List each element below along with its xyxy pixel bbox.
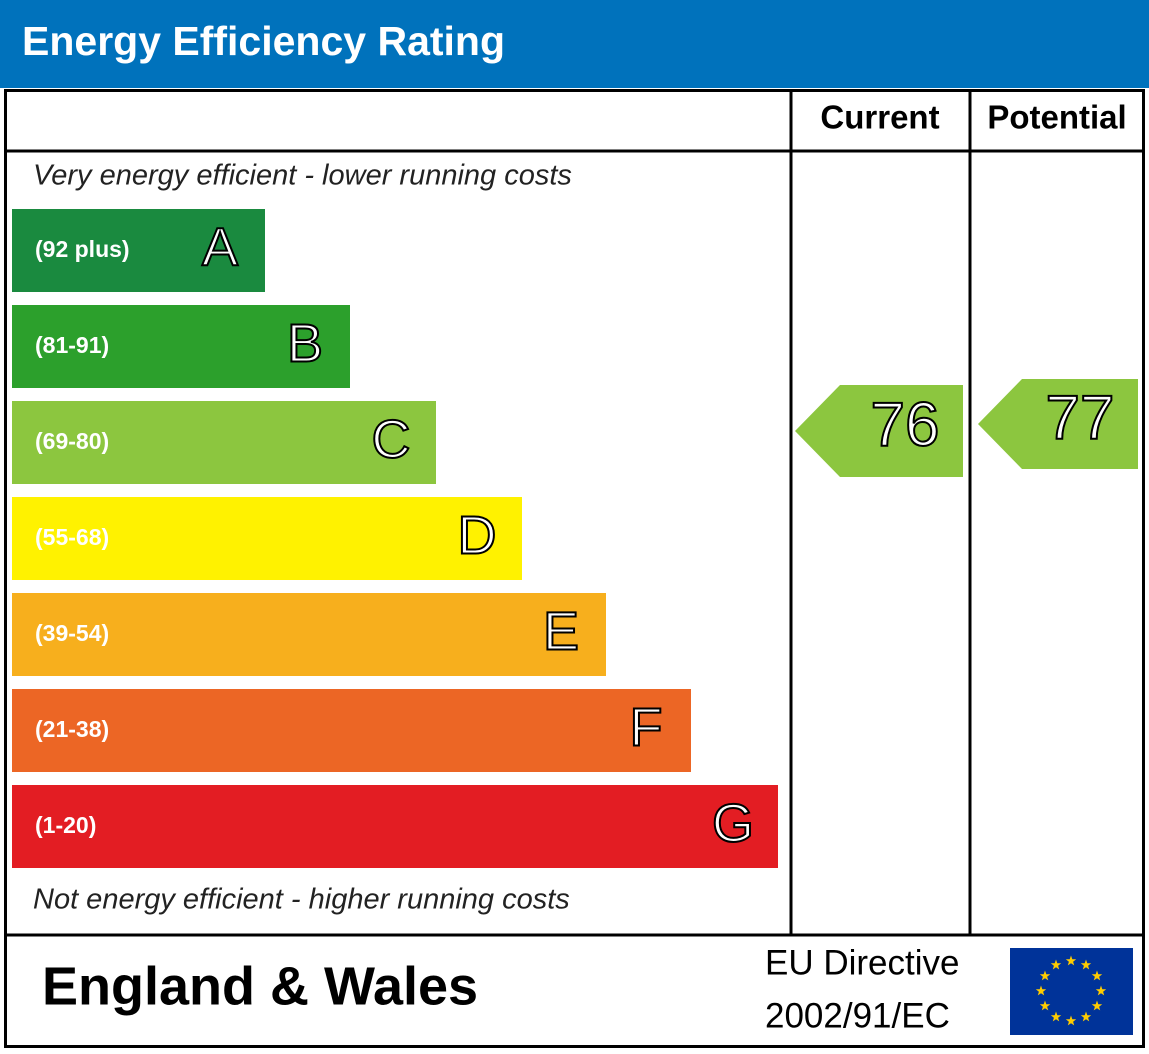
top-note: Very energy efficient - lower running co… [33,160,572,192]
band-range: (69-80) [35,428,109,454]
eu-star [1050,959,1062,970]
eu-star [1091,1000,1103,1011]
eu-stars [1035,955,1107,1026]
region: England & Wales [42,956,478,1016]
band-range: (21-38) [35,716,109,742]
band-letter: G [712,793,754,853]
directive: EU Directive [765,943,959,982]
current-rating: 76 [871,390,940,459]
band-letter: E [543,601,579,661]
eu-star [1039,1000,1051,1011]
band-bar [12,785,778,868]
band-bar [12,689,691,772]
band-bar [12,209,265,292]
band-range: (92 plus) [35,236,130,262]
band-letter: A [202,217,238,277]
potential-rating: 77 [1046,383,1115,452]
header-bar [0,0,1149,88]
title: Energy Efficiency Rating [22,18,505,64]
directive-number: 2002/91/EC [765,996,950,1035]
band-range: (81-91) [35,332,109,358]
current-arrow [795,385,963,477]
column-header: Current [820,99,939,136]
band-bar [12,497,522,580]
eu-star [1091,970,1103,981]
band-bar [12,305,350,388]
eu-star [1065,1015,1077,1026]
eu-star [1050,1011,1062,1022]
band-letter: D [458,505,497,565]
eu-star [1039,970,1051,981]
band-range: (39-54) [35,620,109,646]
eu-star [1080,959,1092,970]
band-range: (55-68) [35,524,109,550]
band-letter: F [630,697,663,757]
frame [4,89,1145,1048]
eu-star [1035,985,1047,996]
bands: (92 plus) A (81-91) B (69-80) C (55-68) D (39-54… [12,209,778,868]
band-range: (1-20) [35,812,96,838]
potential-arrow [978,379,1138,469]
eu-star [1080,1011,1092,1022]
eu-star [1065,955,1077,966]
band-bar [12,401,436,484]
column-header: Potential [987,99,1126,136]
band-bar [12,593,606,676]
band-letter: B [287,313,323,373]
band-letter: C [372,409,411,469]
eu-star [1095,985,1107,996]
bottom-note: Not energy efficient - higher running co… [33,884,570,916]
